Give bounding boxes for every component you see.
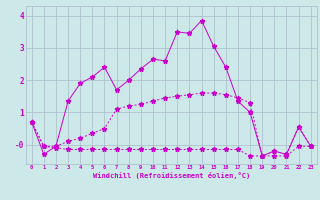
- X-axis label: Windchill (Refroidissement éolien,°C): Windchill (Refroidissement éolien,°C): [92, 172, 250, 179]
